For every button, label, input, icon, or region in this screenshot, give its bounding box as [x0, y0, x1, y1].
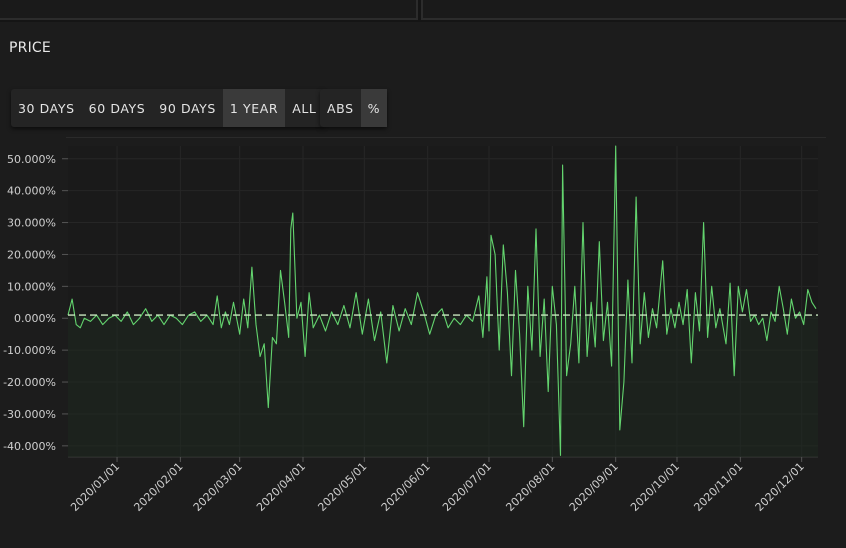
y-tick-label: -40.000% — [3, 440, 56, 453]
x-tick-label: 2020/02/01 — [131, 460, 185, 514]
x-tick-label: 2020/11/01 — [691, 460, 745, 514]
y-tick-label: -10.000% — [3, 344, 56, 357]
x-tick-label: 2020/09/01 — [567, 460, 621, 514]
range-60-days-button[interactable]: 60 DAYS — [88, 100, 146, 116]
range-30-days-button[interactable]: 30 DAYS — [18, 100, 75, 116]
y-tick-label: -20.000% — [3, 376, 56, 389]
top-panel-right — [421, 0, 846, 20]
chart-area-fill — [68, 315, 818, 457]
mode-percent-button[interactable]: % — [360, 89, 388, 127]
y-tick-label: 0.000% — [14, 312, 56, 325]
range-all-button[interactable]: ALL — [292, 100, 317, 116]
top-panels — [0, 0, 846, 22]
y-tick-label: 30.000% — [7, 217, 56, 230]
x-tick-label: 2020/04/01 — [254, 460, 308, 514]
x-tick-label: 2020/05/01 — [315, 460, 369, 514]
y-axis-ticks: 50.000% 40.000% 30.000% 20.000% 10.000% 0.000… — [3, 153, 68, 453]
x-tick-label: 2020/07/01 — [440, 460, 494, 514]
y-tick-label: 40.000% — [7, 185, 56, 198]
x-tick-label: 2020/10/01 — [628, 460, 682, 514]
below-baseline-fill — [68, 315, 818, 457]
section-title: PRICE — [9, 40, 51, 56]
y-tick-label: 50.000% — [7, 153, 56, 166]
y-tick-label: 20.000% — [7, 248, 56, 261]
range-button-group: 30 DAYS 60 DAYS 90 DAYS 1 YEAR ALL — [11, 89, 324, 127]
range-90-days-button[interactable]: 90 DAYS — [159, 100, 216, 116]
x-tick-label: 2020/06/01 — [379, 460, 433, 514]
x-tick-label: 2020/01/01 — [68, 460, 122, 514]
x-tick-label: 2020/03/01 — [191, 460, 245, 514]
mode-button-group: ABS % — [320, 89, 388, 127]
chart-series — [67, 145, 818, 456]
mode-abs-button[interactable]: ABS — [327, 100, 354, 116]
series-line — [67, 145, 817, 456]
x-tick-label: 2020/08/01 — [503, 460, 557, 514]
top-panel-left — [0, 0, 418, 20]
y-tick-label: 10.000% — [7, 280, 56, 293]
x-tick-label: 2020/12/01 — [753, 460, 807, 514]
x-axis-ticks: 2020/01/01 2020/02/01 2020/03/01 2020/04/01… — [68, 457, 807, 514]
range-1-year-button[interactable]: 1 YEAR — [222, 89, 286, 127]
y-tick-label: -30.000% — [3, 408, 56, 421]
chart-divider — [66, 137, 826, 138]
